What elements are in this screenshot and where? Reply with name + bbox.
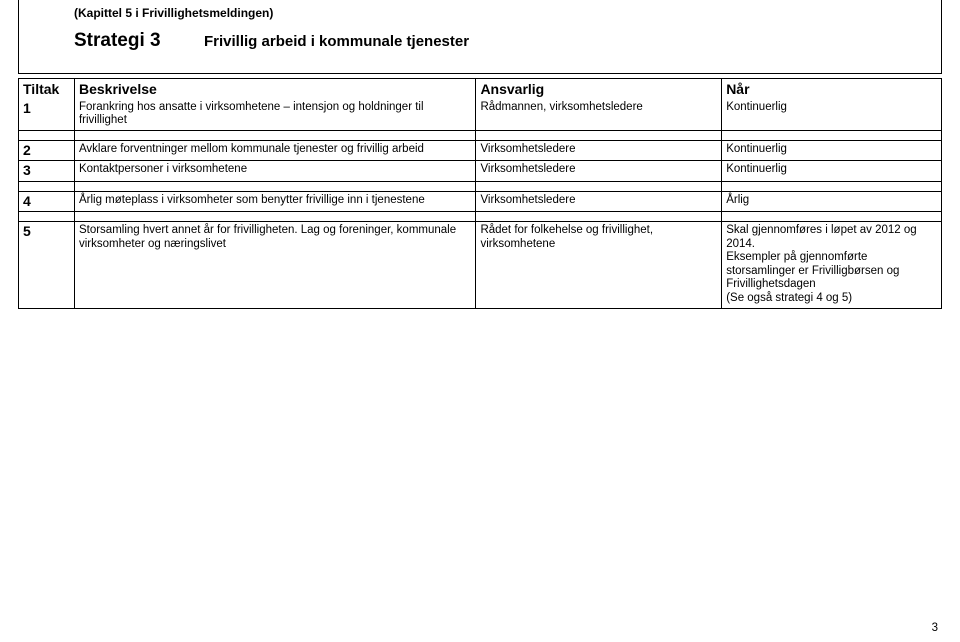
- row-beskrivelse: Forankring hos ansatte i virksomhetene –…: [74, 99, 475, 131]
- table-row: 2 Avklare forventninger mellom kommunale…: [19, 140, 942, 161]
- row-nar: Kontinuerlig: [722, 140, 942, 161]
- row-nar: Skal gjennomføres i løpet av 2012 og 201…: [722, 222, 942, 308]
- col-header-nar: Når: [722, 79, 942, 99]
- row-ansvarlig: Virksomhetsledere: [476, 191, 722, 212]
- row-ansvarlig: Rådet for folkehelse og frivillighet, vi…: [476, 222, 722, 308]
- row-beskrivelse: Avklare forventninger mellom kommunale t…: [74, 140, 475, 161]
- header-region: (Kapittel 5 i Frivillighetsmeldingen) St…: [74, 0, 934, 66]
- col-header-ansvarlig: Ansvarlig: [476, 79, 722, 99]
- strategy-title: Frivillig arbeid i kommunale tjenester: [204, 33, 469, 50]
- col-header-tiltak: Tiltak: [19, 79, 75, 99]
- page-number: 3: [932, 622, 938, 634]
- table-row: 3 Kontaktpersoner i virksomhetene Virkso…: [19, 161, 942, 182]
- row-num: 4: [19, 191, 75, 212]
- row-num: 2: [19, 140, 75, 161]
- strategy-row: Strategi 3 Frivillig arbeid i kommunale …: [74, 28, 934, 66]
- document-page: (Kapittel 5 i Frivillighetsmeldingen) St…: [0, 0, 960, 642]
- chapter-label: (Kapittel 5 i Frivillighetsmeldingen): [74, 0, 934, 28]
- strategy-table: Tiltak Beskrivelse Ansvarlig Når 1 Foran…: [18, 78, 942, 309]
- row-ansvarlig: Virksomhetsledere: [476, 161, 722, 182]
- table-row: 4 Årlig møteplass i virksomheter som ben…: [19, 191, 942, 212]
- table-row: 5 Storsamling hvert annet år for frivill…: [19, 222, 942, 308]
- row-beskrivelse: Kontaktpersoner i virksomhetene: [74, 161, 475, 182]
- row-nar: Kontinuerlig: [722, 161, 942, 182]
- row-nar: Årlig: [722, 191, 942, 212]
- table-container: Tiltak Beskrivelse Ansvarlig Når 1 Foran…: [18, 78, 942, 309]
- row-ansvarlig: Rådmannen, virksomhetsledere: [476, 99, 722, 131]
- row-ansvarlig: Virksomhetsledere: [476, 140, 722, 161]
- row-beskrivelse: Storsamling hvert annet år for frivillig…: [74, 222, 475, 308]
- spacer-row: [19, 181, 942, 191]
- strategy-number: Strategi 3: [74, 30, 204, 52]
- row-num: 1: [19, 99, 75, 131]
- row-nar: Kontinuerlig: [722, 99, 942, 131]
- spacer-row: [19, 212, 942, 222]
- row-num: 3: [19, 161, 75, 182]
- row-num: 5: [19, 222, 75, 308]
- table-header-row: Tiltak Beskrivelse Ansvarlig Når: [19, 79, 942, 99]
- row-beskrivelse: Årlig møteplass i virksomheter som benyt…: [74, 191, 475, 212]
- col-header-beskrivelse: Beskrivelse: [74, 79, 475, 99]
- spacer-row: [19, 130, 942, 140]
- table-row: 1 Forankring hos ansatte i virksomhetene…: [19, 99, 942, 131]
